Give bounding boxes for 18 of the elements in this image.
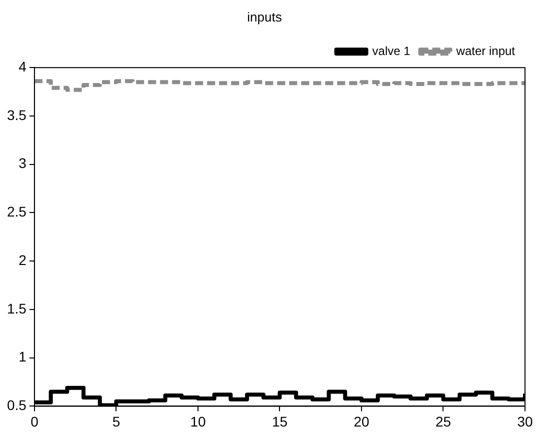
y-tick-label: 1 xyxy=(18,348,27,365)
x-tick-label: 0 xyxy=(30,413,39,430)
x-tick-label: 15 xyxy=(272,413,288,430)
x-tick-label: 25 xyxy=(435,413,452,430)
y-tick-label: 2.5 xyxy=(6,204,27,220)
y-tick-label: 4 xyxy=(18,58,27,74)
x-tick-label: 20 xyxy=(354,413,370,430)
x-tick-label: 30 xyxy=(517,413,533,430)
y-tick-label: 3 xyxy=(18,155,27,172)
y-tick-label: 3.5 xyxy=(6,106,27,123)
x-tick-label: 10 xyxy=(190,413,206,430)
legend-label: water input xyxy=(455,44,516,58)
x-tick-label: 5 xyxy=(112,413,120,430)
chart-title: inputs xyxy=(247,9,282,24)
y-tick-label: 0.5 xyxy=(6,397,27,414)
y-tick-label: 2 xyxy=(18,252,27,268)
y-tick-label: 1.5 xyxy=(6,300,27,316)
legend-label: valve 1 xyxy=(372,44,411,58)
